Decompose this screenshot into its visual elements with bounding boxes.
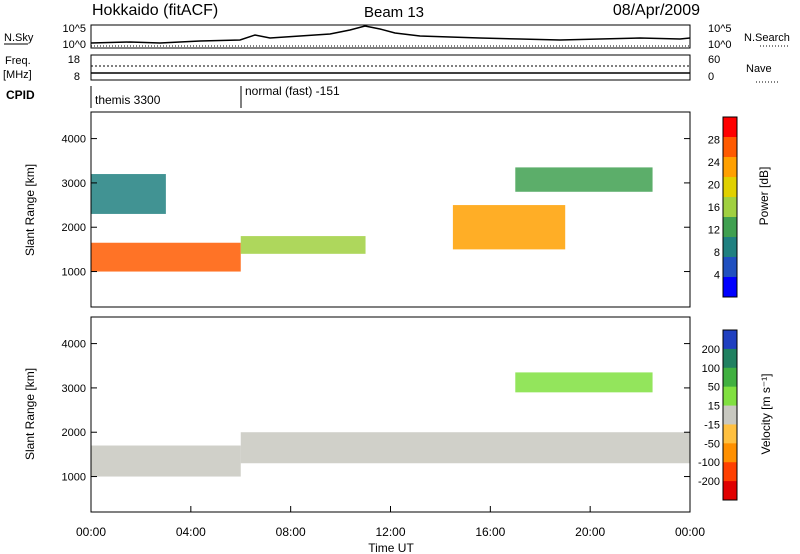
cpid-label: CPID [6,88,35,102]
freq-panel [90,54,691,81]
colorbar-segment [723,157,737,178]
ytick-label: 4000 [62,134,86,146]
colorbar-segment [723,443,737,463]
velocity-panel: 1000 2000 3000 4000 Slant Range [km] 200 100… [23,316,773,554]
freq-ytick-top-right: 60 [708,54,720,66]
colorbar-segment [723,386,737,407]
nsky-ytick-bottom-right: 10^0 [708,39,732,51]
velocity-colorbar: 200 100 50 15 -15 -50 -100 -200 [698,329,738,501]
freq-label: Freq. [5,55,31,67]
colorbar-tick-label: 15 [708,401,720,413]
ytick-label: 1000 [62,472,86,484]
xtick-label: 12:00 [375,525,405,539]
colorbar-tick-label: 50 [708,382,720,394]
nsky-panel [90,24,691,49]
colorbar-tick-label: 16 [708,202,720,214]
colorbar-segment [723,462,737,482]
power-colorbar-label: Power [dB] [757,167,771,226]
colorbar-segment [723,217,737,238]
station-title: Hokkaido (fitACF) [92,2,218,19]
velocity-ylabel: Slant Range [km] [23,368,37,460]
cpid-mode-normal: normal (fast) -151 [245,84,340,98]
colorbar-segment [723,137,737,158]
heatmap-region [91,174,166,214]
ytick-label: 2000 [62,427,86,439]
xtick-label: 20:00 [575,525,605,539]
colorbar-tick-label: -100 [698,457,720,469]
nsearch-label: N.Search [744,32,790,44]
colorbar-segment [723,330,737,350]
nsky-ytick-bottom-left: 10^0 [62,39,86,51]
ytick-label: 2000 [62,222,86,234]
freq-ytick-bottom-left: 8 [74,71,80,83]
power-panel: 1000 2000 3000 4000 Slant Range [km] 28 24 20… [23,111,771,308]
heatmap-region [452,205,566,250]
colorbar-segment [723,405,737,425]
colorbar-segment [723,197,737,218]
colorbar-tick-label: 100 [702,363,720,375]
colorbar-tick-label: 4 [714,270,720,282]
colorbar-tick-label: -50 [704,438,720,450]
velocity-heatmap-marks [91,372,690,477]
power-plot-background [91,112,690,307]
colorbar-tick-label: 20 [708,180,720,192]
date-label: 08/Apr/2009 [613,2,700,19]
colorbar-frame [722,329,738,501]
nsky-label: N.Sky [4,32,34,44]
velocity-colorbar-label: Velocity [m s⁻¹] [759,373,773,454]
colorbar-segment [723,424,737,444]
freq-ytick-bottom-right: 0 [708,71,714,83]
colorbar-tick-label: 12 [708,225,720,237]
velocity-yaxis: 1000 2000 3000 4000 [62,339,690,484]
colorbar-segment [723,257,737,278]
nsky-series-line [90,25,691,44]
ytick-label: 1000 [62,267,86,279]
nsky-ytick-top-right: 10^5 [708,23,732,35]
beam-label: Beam 13 [364,4,424,21]
power-colorbar: 28 24 20 16 12 8 4 [708,116,738,298]
power-ylabel: Slant Range [km] [23,164,37,256]
freq-unit: [MHz] [3,69,32,81]
xtick-label: 00:00 [675,525,705,539]
cpid-mode-themis: themis 3300 [95,93,161,107]
xtick-label: 04:00 [176,525,206,539]
xtick-label: 16:00 [475,525,505,539]
heatmap-region [91,445,241,477]
colorbar-tick-label: 24 [708,157,720,169]
colorbar-segment [723,237,737,258]
power-yaxis: 1000 2000 3000 4000 [62,134,690,279]
colorbar-segment [723,481,737,501]
time-xaxis: 00:00 04:00 08:00 12:00 16:00 20:00 00:00 [76,506,705,539]
colorbar-segment [723,117,737,138]
heatmap-region [515,167,653,192]
nsky-ytick-top-left: 10^5 [62,23,86,35]
xtick-label: 08:00 [276,525,306,539]
power-plot-frame [90,111,691,308]
colorbar-tick-label: -200 [698,476,720,488]
heatmap-region [240,432,690,464]
heatmap-region [91,242,241,272]
colorbar-tick-label: 28 [708,135,720,147]
colorbar-tick-label: 200 [702,344,720,356]
colorbar-segment [723,348,737,369]
colorbar-tick-label: -15 [704,419,720,431]
colorbar-tick-label: 8 [714,247,720,259]
colorbar-segment [723,277,737,298]
velocity-xlabel: Time UT [368,541,414,554]
heatmap-region [240,236,366,254]
ytick-label: 3000 [62,178,86,190]
velocity-plot-background [91,317,690,512]
nave-label: Nave [746,63,772,75]
colorbar-segment [723,367,737,388]
heatmap-region [515,372,653,393]
xtick-label: 00:00 [76,525,106,539]
power-heatmap-marks [91,167,653,272]
ytick-label: 3000 [62,383,86,395]
ytick-label: 4000 [62,339,86,351]
colorbar-segment [723,177,737,198]
colorbar-frame [722,116,738,298]
freq-ytick-top-left: 18 [68,54,80,66]
